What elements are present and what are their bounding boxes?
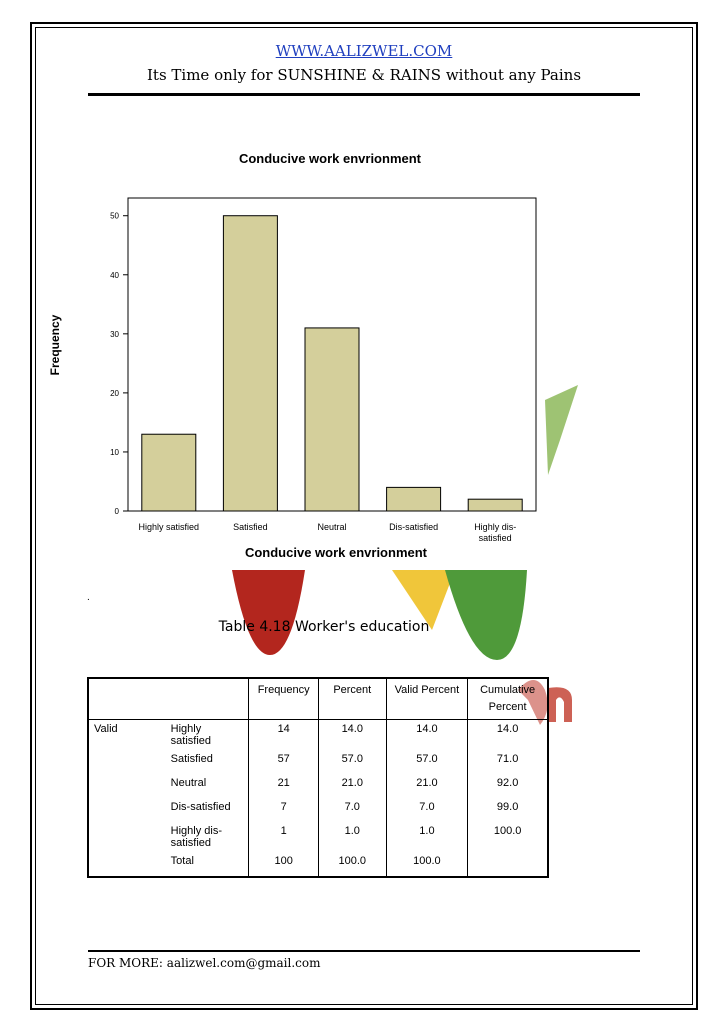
x-tick-label: Highly satisfied <box>139 522 200 532</box>
row-group-label <box>88 852 166 877</box>
frequency-table: Frequency Percent Valid Percent Cumulati… <box>87 677 549 878</box>
table-row: Total 100 100.0 100.0 <box>88 852 548 877</box>
cell-valid-percent: 7.0 <box>385 798 468 822</box>
x-axis-title: Conducive work envrionment <box>244 545 428 560</box>
cell-frequency: 100 <box>248 852 319 877</box>
bar-highly-satisfied <box>141 433 197 512</box>
row-label: Highly dis-satisfied <box>170 825 223 849</box>
cell-percent: 14.0 <box>317 719 387 750</box>
cell-cumulative: 99.0 <box>467 798 548 822</box>
table-caption: Table 4.18 Worker's education <box>218 619 430 635</box>
bar-dis-satisfied <box>386 486 442 512</box>
bar-highly-dis-satisfied <box>467 498 523 512</box>
cell-percent: 57.0 <box>317 750 387 774</box>
page-border-outer <box>30 22 698 1010</box>
table-row: Valid Highly satisfied 14 14.0 14.0 14.0 <box>88 719 548 750</box>
cell-cumulative: 100.0 <box>467 822 548 852</box>
x-tick-label: satisfied <box>479 533 512 543</box>
cell-frequency: 14 <box>248 719 319 750</box>
cell-cumulative <box>467 852 548 877</box>
cell-cumulative: 71.0 <box>467 750 548 774</box>
x-tick-label: Highly dis- <box>474 522 516 532</box>
table-row: Dis-satisfied 7 7.0 7.0 99.0 <box>88 798 548 822</box>
row-group-label <box>88 822 166 852</box>
row-group-label <box>88 798 166 822</box>
table-header-blank <box>88 678 166 720</box>
row-label: Satisfied <box>170 753 213 765</box>
cell-percent: 21.0 <box>317 774 387 798</box>
table-header-valid-percent: Valid Percent <box>385 678 468 720</box>
footer-divider <box>88 950 640 952</box>
y-tick-label: 30 <box>110 330 119 339</box>
table-row: Satisfied 57 57.0 57.0 71.0 <box>88 750 548 774</box>
row-group-label <box>88 750 166 774</box>
y-axis-title: Frequency <box>48 314 62 376</box>
header-divider <box>88 93 640 96</box>
table-row: Neutral 21 21.0 21.0 92.0 <box>88 774 548 798</box>
bar-chart: 0 10 20 30 40 50 Highly satisfied Satisfied Neut… <box>110 197 537 543</box>
cell-valid-percent: 21.0 <box>385 774 468 798</box>
row-label: Total <box>170 855 194 867</box>
cell-cumulative: 92.0 <box>467 774 548 798</box>
cell-valid-percent: 100.0 <box>385 852 468 877</box>
cell-valid-percent: 1.0 <box>385 822 468 852</box>
row-group-label: Valid <box>94 723 118 735</box>
cell-percent: 100.0 <box>317 852 387 877</box>
chart-title: Conducive work envrionment <box>238 151 422 166</box>
bar-satisfied <box>222 215 278 512</box>
row-label: Highly satisfied <box>170 723 212 747</box>
cell-percent: 1.0 <box>317 822 387 852</box>
row-group-label <box>88 774 166 798</box>
table-header-percent: Percent <box>317 678 387 720</box>
cell-cumulative: 14.0 <box>467 719 548 750</box>
cell-percent: 7.0 <box>317 798 387 822</box>
cell-frequency: 57 <box>248 750 319 774</box>
bar-neutral <box>304 327 360 512</box>
footer-contact: FOR MORE: aalizwel.com@gmail.com <box>88 956 321 970</box>
row-label: Dis-satisfied <box>170 801 231 813</box>
row-label: Neutral <box>170 777 207 789</box>
stray-marker: . <box>87 592 90 603</box>
y-tick-label: 50 <box>110 212 119 221</box>
cell-valid-percent: 57.0 <box>385 750 468 774</box>
y-tick-label: 20 <box>110 389 119 398</box>
x-tick-label: Satisfied <box>233 522 268 532</box>
x-tick-label: Dis-satisfied <box>389 522 438 532</box>
site-link[interactable]: WWW.AALIZWEL.COM <box>275 42 453 60</box>
table-row: Highly dis-satisfied 1 1.0 1.0 100.0 <box>88 822 548 852</box>
table-header-blank <box>165 678 249 720</box>
site-tagline: Its Time only for SUNSHINE & RAINS witho… <box>146 66 582 84</box>
cell-frequency: 21 <box>248 774 319 798</box>
table-header-row: Frequency Percent Valid Percent Cumulati… <box>88 678 548 720</box>
table-header-cumulative-percent: Cumulative Percent <box>467 678 548 720</box>
page-border-inner <box>35 27 693 1005</box>
y-tick-label: 40 <box>110 271 119 280</box>
cell-valid-percent: 14.0 <box>385 719 468 750</box>
x-tick-label: Neutral <box>317 522 346 532</box>
y-tick-label: 0 <box>115 507 120 516</box>
cell-frequency: 1 <box>248 822 319 852</box>
y-tick-label: 10 <box>110 448 119 457</box>
table-header-frequency: Frequency <box>248 678 319 720</box>
cell-frequency: 7 <box>248 798 319 822</box>
